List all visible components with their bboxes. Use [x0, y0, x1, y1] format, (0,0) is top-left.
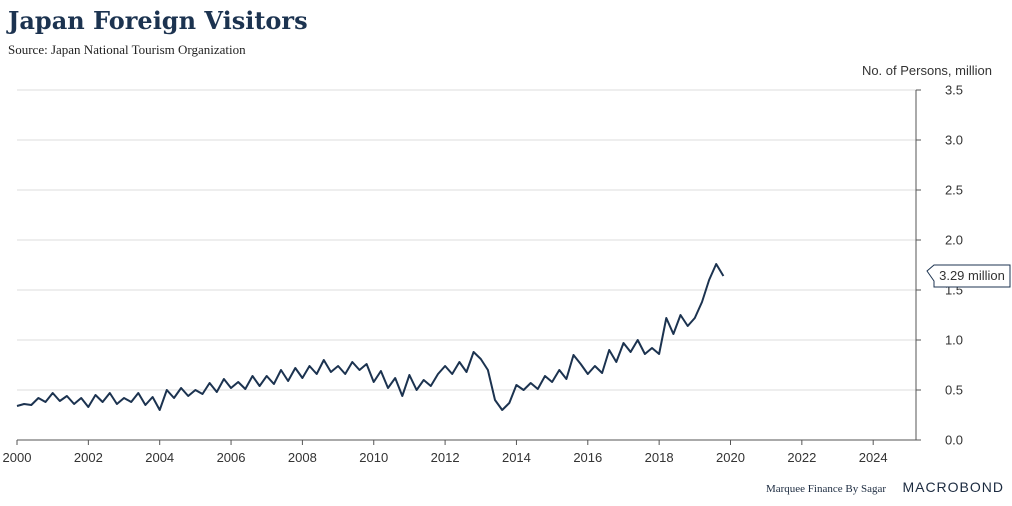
series-group	[16, 263, 725, 411]
x-tick-label: 2002	[74, 450, 103, 465]
y-tick-label: 1.0	[945, 333, 963, 348]
series-line	[16, 263, 725, 411]
y-tick-label: 3.5	[945, 83, 963, 98]
x-tick-label: 2004	[145, 450, 174, 465]
x-tick-label: 2008	[288, 450, 317, 465]
callout-box	[926, 264, 1011, 288]
y-tick-label: 3.0	[945, 133, 963, 148]
value-callout: 3.29 million	[926, 264, 1011, 288]
y-axis: 0.00.51.01.52.02.53.03.5	[915, 83, 963, 448]
y-axis-label: No. of Persons, million	[862, 63, 992, 78]
x-axis: 2000 2002 2004 2006 2008 2010 2012 2014 2016 2018…	[3, 439, 916, 465]
x-tick-label: 2010	[359, 450, 388, 465]
y-tick-label: 2.0	[945, 233, 963, 248]
y-tick-label: 2.5	[945, 183, 963, 198]
x-tick-label: 2024	[859, 450, 888, 465]
gridlines	[17, 89, 916, 391]
x-tick-label: 2020	[716, 450, 745, 465]
x-tick-label: 2016	[573, 450, 602, 465]
chart-title: Japan Foreign Visitors	[8, 6, 308, 35]
x-tick-label: 2000	[3, 450, 32, 465]
y-tick-label: 0.0	[945, 433, 963, 448]
x-tick-label: 2014	[502, 450, 531, 465]
x-tick-label: 2006	[217, 450, 246, 465]
x-tick-label: 2012	[431, 450, 460, 465]
x-tick-label: 2022	[787, 450, 816, 465]
callout-label: 3.29 million	[939, 268, 1005, 283]
brand-logo: MACROBOND	[902, 479, 1004, 495]
x-tick-label: 2018	[645, 450, 674, 465]
chart-subtitle: Source: Japan National Tourism Organizat…	[8, 42, 246, 57]
credit-text: Marquee Finance By Sagar	[766, 483, 886, 495]
y-tick-label: 0.5	[945, 383, 963, 398]
